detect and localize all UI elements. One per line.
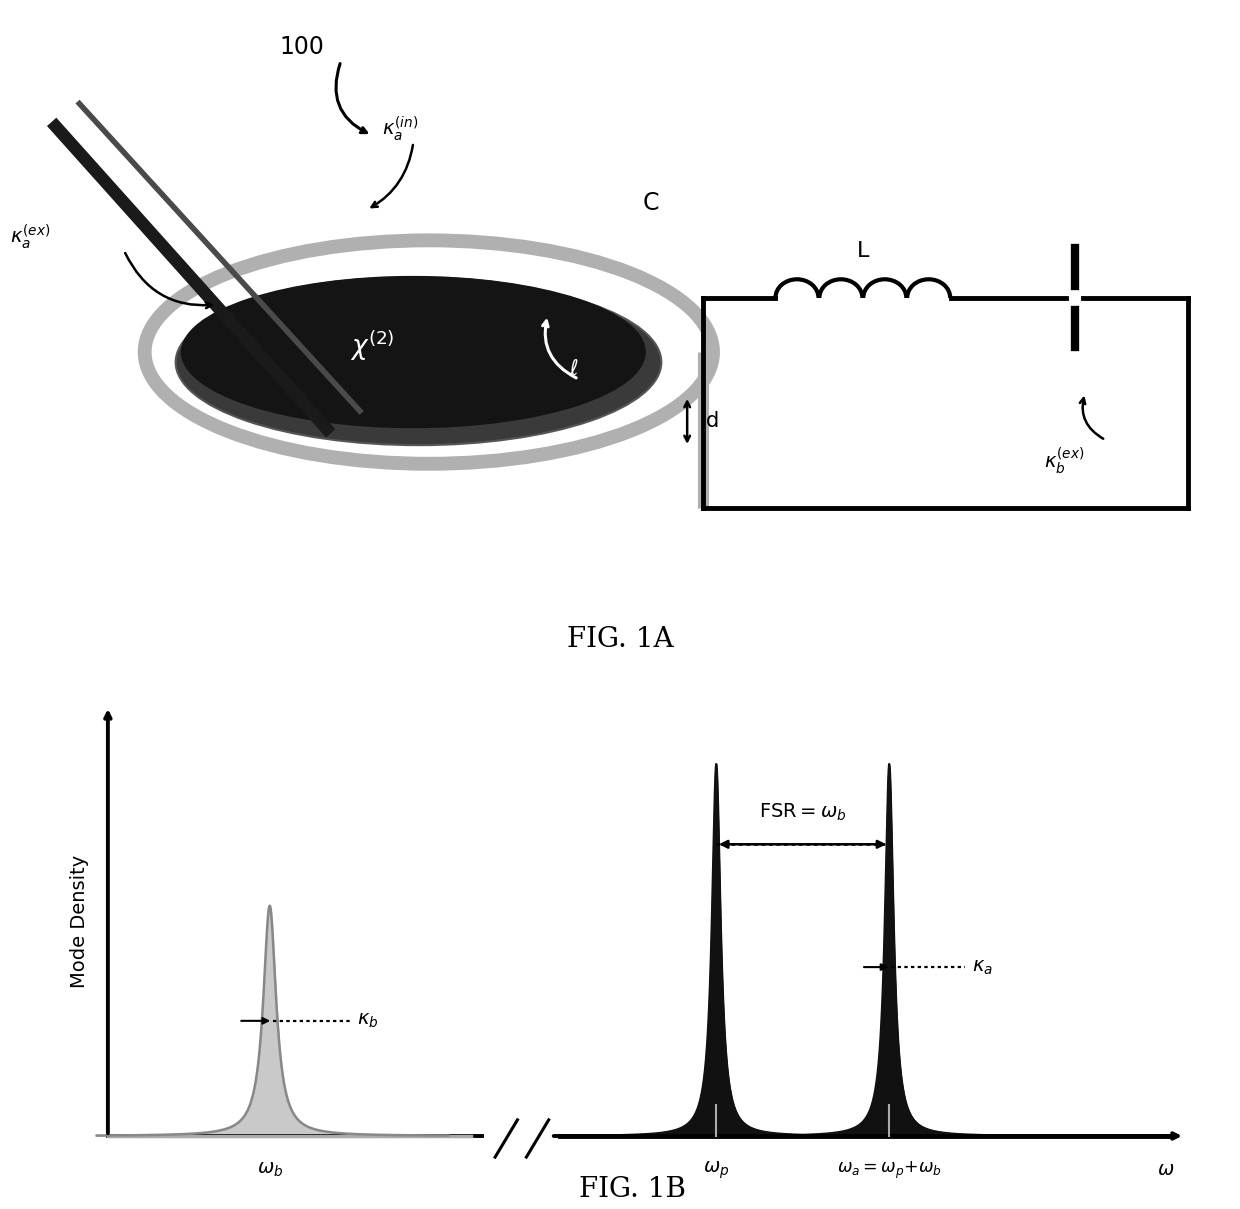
- Ellipse shape: [186, 278, 641, 427]
- Text: $\chi^{(2)}$: $\chi^{(2)}$: [350, 328, 394, 363]
- Text: $\ell$: $\ell$: [569, 359, 578, 378]
- Text: $\omega_a{=}\omega_p{+}\omega_b$: $\omega_a{=}\omega_p{+}\omega_b$: [837, 1159, 941, 1181]
- Text: $\kappa_a^{(in)}$: $\kappa_a^{(in)}$: [382, 115, 419, 143]
- Text: $\kappa_b$: $\kappa_b$: [357, 1012, 378, 1030]
- Text: $\omega$: $\omega$: [1157, 1159, 1174, 1179]
- Text: $\kappa_b^{(ex)}$: $\kappa_b^{(ex)}$: [1044, 445, 1084, 475]
- Ellipse shape: [181, 276, 646, 428]
- Text: $\kappa_a^{(ex)}$: $\kappa_a^{(ex)}$: [10, 222, 51, 251]
- Text: $\omega_b$: $\omega_b$: [257, 1159, 283, 1179]
- Text: L: L: [857, 241, 869, 261]
- Text: Mode Density: Mode Density: [71, 855, 89, 988]
- Text: C: C: [642, 191, 660, 215]
- Text: $\omega_p$: $\omega_p$: [703, 1159, 729, 1181]
- Ellipse shape: [186, 278, 641, 427]
- Text: FIG. 1B: FIG. 1B: [579, 1176, 686, 1203]
- Text: $\kappa_a$: $\kappa_a$: [972, 958, 992, 977]
- Text: 100: 100: [279, 35, 324, 59]
- Text: d: d: [706, 411, 719, 432]
- Ellipse shape: [176, 279, 661, 445]
- Text: FSR$=\omega_b$: FSR$=\omega_b$: [759, 802, 846, 823]
- Text: FIG. 1A: FIG. 1A: [567, 626, 673, 653]
